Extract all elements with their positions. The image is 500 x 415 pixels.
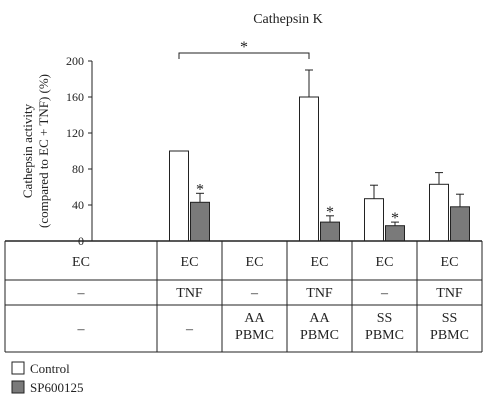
table-cell-pbmc: PBMC <box>300 328 339 343</box>
table-cell-treatment: – <box>380 286 389 301</box>
chart-title: Cathepsin K <box>253 12 323 27</box>
y-tick-label: 200 <box>66 54 84 68</box>
bar-sp600125 <box>450 206 470 242</box>
table-cell-treatment: TNF <box>436 286 463 301</box>
legend-swatch-sp600125 <box>11 380 25 394</box>
table-cell-pbmc: PBMC <box>235 328 274 343</box>
bar-control <box>169 150 189 242</box>
legend-label: SP600125 <box>30 380 83 395</box>
bar-sp600125 <box>320 221 340 242</box>
y-tick-label: 120 <box>66 126 84 140</box>
table-cell-type: EC <box>72 255 90 270</box>
table-cell-pbmc: SS <box>377 311 393 326</box>
significance-marker: * <box>196 181 204 198</box>
table-cell-type: EC <box>246 255 264 270</box>
table-cell-type: EC <box>441 255 459 270</box>
table-cell-type: EC <box>376 255 394 270</box>
table-cell-type: EC <box>181 255 199 270</box>
bar-sp600125 <box>190 201 210 242</box>
table-cell-pbmc: AA <box>244 311 265 326</box>
significance-marker: * <box>391 210 399 227</box>
table-cell-pbmc: SS <box>442 311 458 326</box>
table-cell-pbmc: PBMC <box>430 328 469 343</box>
legend: Control SP600125 <box>11 361 83 395</box>
y-axis-label-line: (compared to EC + TNF) (%) <box>36 74 51 228</box>
legend-swatch-control <box>11 361 25 375</box>
bar-control <box>429 183 449 242</box>
bar-control <box>364 198 384 242</box>
condition-table: EC – – EC TNF – EC – AA PBMC EC TNF AA PBMC EC – SS PBMC E… <box>4 240 483 353</box>
y-axis-label-line: Cathepsin activity <box>20 103 35 198</box>
table-cell-pbmc: – <box>185 322 194 337</box>
y-tick-label: 80 <box>72 162 84 176</box>
table-cell-treatment: – <box>77 286 86 301</box>
table-cell-treatment: TNF <box>306 286 333 301</box>
bracket-significance-marker: * <box>240 39 248 56</box>
legend-label: Control <box>30 361 70 376</box>
comparison-bracket <box>178 52 310 59</box>
table-cell-pbmc: – <box>77 322 86 337</box>
bar-sp600125 <box>385 225 405 242</box>
y-tick-label: 40 <box>72 198 84 212</box>
table-cell-type: EC <box>311 255 329 270</box>
y-tick-label: 160 <box>66 90 84 104</box>
table-cell-pbmc: AA <box>309 311 330 326</box>
y-axis-label: Cathepsin activity (compared to EC + TNF)… <box>20 74 51 228</box>
bar-control <box>299 96 319 242</box>
table-cell-treatment: TNF <box>176 286 203 301</box>
table-cell-treatment: – <box>250 286 259 301</box>
table-cell-pbmc: PBMC <box>365 328 404 343</box>
significance-marker: * <box>326 204 334 221</box>
